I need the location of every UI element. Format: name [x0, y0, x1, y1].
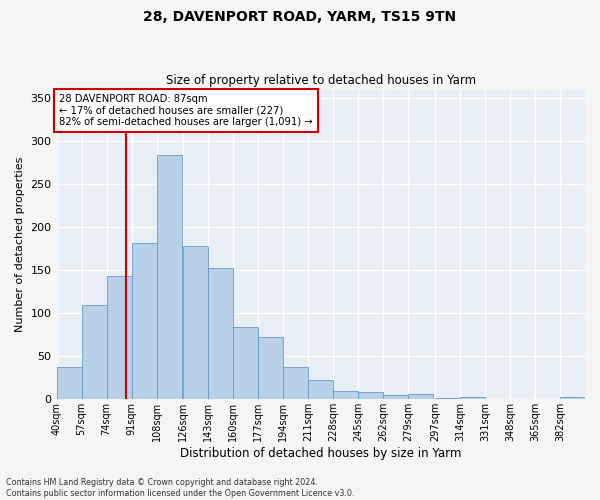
Bar	[157, 155, 182, 400]
Bar	[560, 396, 585, 400]
Bar	[131, 242, 157, 400]
Text: Contains HM Land Registry data © Crown copyright and database right 2024.
Contai: Contains HM Land Registry data © Crown c…	[6, 478, 355, 498]
Y-axis label: Number of detached properties: Number of detached properties	[15, 156, 25, 332]
Bar	[107, 276, 131, 400]
Bar	[283, 368, 308, 400]
Bar	[435, 398, 460, 400]
Text: 28 DAVENPORT ROAD: 87sqm
← 17% of detached houses are smaller (227)
82% of semi-: 28 DAVENPORT ROAD: 87sqm ← 17% of detach…	[59, 94, 313, 127]
Bar	[208, 268, 233, 400]
Text: 28, DAVENPORT ROAD, YARM, TS15 9TN: 28, DAVENPORT ROAD, YARM, TS15 9TN	[143, 10, 457, 24]
Bar	[383, 395, 409, 400]
Bar	[258, 338, 283, 400]
Bar	[233, 327, 258, 400]
Bar	[56, 366, 82, 400]
Bar	[308, 380, 333, 400]
Bar	[183, 246, 208, 400]
Bar	[409, 394, 433, 400]
Bar	[358, 392, 383, 400]
Bar	[82, 304, 107, 400]
Bar	[333, 390, 358, 400]
Title: Size of property relative to detached houses in Yarm: Size of property relative to detached ho…	[166, 74, 476, 87]
X-axis label: Distribution of detached houses by size in Yarm: Distribution of detached houses by size …	[180, 447, 461, 460]
Bar	[460, 396, 485, 400]
